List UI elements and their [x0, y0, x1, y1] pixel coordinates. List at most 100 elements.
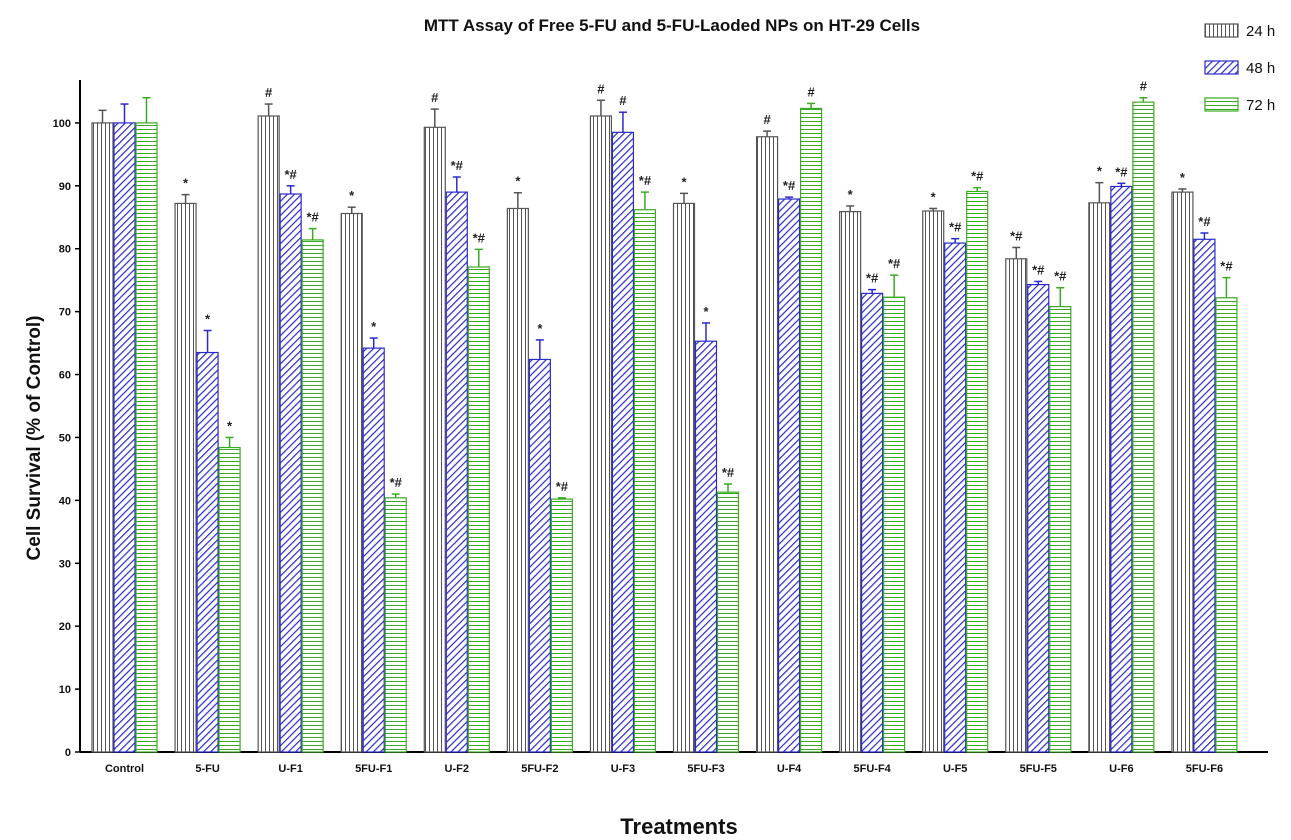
x-tick-label: 5FU-F1 — [355, 763, 392, 775]
significance-label: *# — [722, 465, 735, 480]
significance-label: *# — [971, 169, 984, 184]
y-tick-label: 50 — [59, 432, 71, 444]
bar — [1005, 258, 1028, 753]
y-tick-label: 60 — [59, 370, 71, 382]
significance-label: *# — [888, 256, 901, 271]
bar — [135, 122, 158, 753]
significance-label: * — [515, 174, 521, 189]
bar — [799, 107, 823, 753]
y-tick-label: 10 — [59, 684, 71, 696]
bar — [1110, 185, 1133, 753]
significance-label: * — [371, 319, 377, 334]
x-tick-label: 5FU-F4 — [854, 763, 892, 775]
significance-label: *# — [1198, 214, 1211, 229]
bar — [1088, 202, 1111, 753]
significance-label: *# — [306, 210, 319, 225]
bar — [694, 340, 718, 753]
y-tick-label: 80 — [59, 244, 71, 256]
significance-label: *# — [390, 475, 403, 490]
significance-label: * — [227, 418, 233, 433]
y-tick-label: 30 — [59, 558, 71, 570]
bar — [362, 347, 385, 753]
bar — [384, 497, 407, 753]
chart-title: MTT Assay of Free 5-FU and 5-FU-Laoded N… — [424, 16, 920, 35]
significance-label: * — [205, 312, 211, 327]
y-axis-label: Cell Survival (% of Control) — [24, 316, 45, 561]
bar — [1132, 101, 1155, 753]
bar — [340, 212, 363, 753]
x-tick-label: U-F2 — [445, 763, 469, 775]
x-tick-label: 5FU-F5 — [1020, 763, 1057, 775]
significance-label: *# — [473, 230, 486, 245]
legend-label: 48 h — [1246, 60, 1275, 77]
x-tick-label: U-F4 — [777, 763, 802, 775]
significance-label: *# — [1054, 269, 1067, 284]
bar — [611, 131, 635, 753]
y-tick-label: 100 — [53, 118, 71, 130]
significance-label: *# — [866, 271, 879, 286]
significance-label: # — [597, 81, 605, 96]
significance-label: * — [1097, 164, 1103, 179]
bar — [716, 491, 740, 753]
significance-label: # — [431, 90, 439, 105]
significance-label: * — [931, 189, 937, 204]
bar — [174, 202, 197, 753]
x-tick-label: 5FU-F2 — [521, 763, 558, 775]
bar — [423, 126, 446, 753]
y-tick-label: 90 — [59, 181, 71, 193]
significance-label: # — [763, 112, 771, 127]
significance-label: # — [619, 93, 627, 108]
x-tick-label: 5FU-F3 — [687, 763, 724, 775]
significance-label: *# — [949, 220, 962, 235]
significance-label: *# — [783, 178, 796, 193]
bar — [944, 242, 967, 753]
bar — [279, 193, 302, 753]
significance-label: * — [703, 304, 709, 319]
significance-label: * — [537, 321, 543, 336]
bar — [883, 296, 906, 753]
significance-label: *# — [639, 173, 652, 188]
bar — [633, 209, 657, 753]
bar — [1171, 191, 1194, 753]
bar — [839, 211, 862, 753]
legend-swatch — [1204, 97, 1239, 112]
x-tick-label: Control — [105, 763, 144, 775]
bar — [1027, 283, 1050, 753]
bar — [1049, 306, 1072, 753]
significance-label: # — [265, 85, 273, 100]
x-tick-label: U-F1 — [278, 763, 302, 775]
legend-label: 24 h — [1246, 23, 1275, 40]
legend-swatch — [1204, 60, 1239, 75]
bar — [113, 122, 136, 753]
x-tick-label: U-F6 — [1109, 763, 1133, 775]
bar — [1215, 297, 1238, 753]
significance-label: *# — [451, 158, 464, 173]
significance-label: *# — [1220, 259, 1233, 274]
bar — [445, 191, 468, 753]
bar — [922, 210, 945, 753]
y-tick-label: 20 — [59, 621, 71, 633]
significance-label: * — [848, 187, 854, 202]
x-tick-label: U-F3 — [611, 763, 635, 775]
bar — [196, 351, 219, 753]
x-tick-label: 5FU-F6 — [1186, 763, 1223, 775]
significance-label: # — [1140, 79, 1148, 94]
y-tick-label: 0 — [65, 747, 71, 759]
bar — [257, 115, 280, 753]
bar — [301, 239, 324, 753]
significance-label: *# — [284, 167, 297, 182]
bar — [1193, 238, 1216, 753]
legend-label: 72 h — [1246, 97, 1275, 114]
bar — [966, 190, 989, 753]
bar — [861, 292, 884, 753]
y-tick-label: 40 — [59, 495, 71, 507]
significance-label: * — [349, 188, 355, 203]
y-tick-label: 70 — [59, 307, 71, 319]
bar — [528, 358, 551, 753]
legend: 24 h 48 h 72 h — [1204, 23, 1275, 114]
plot-area: 0 10 20 30 40 50 60 70 80 90 100 Control 5-FU * * * U-F1… — [53, 79, 1268, 775]
significance-label: *# — [1032, 262, 1045, 277]
bar — [550, 498, 573, 753]
